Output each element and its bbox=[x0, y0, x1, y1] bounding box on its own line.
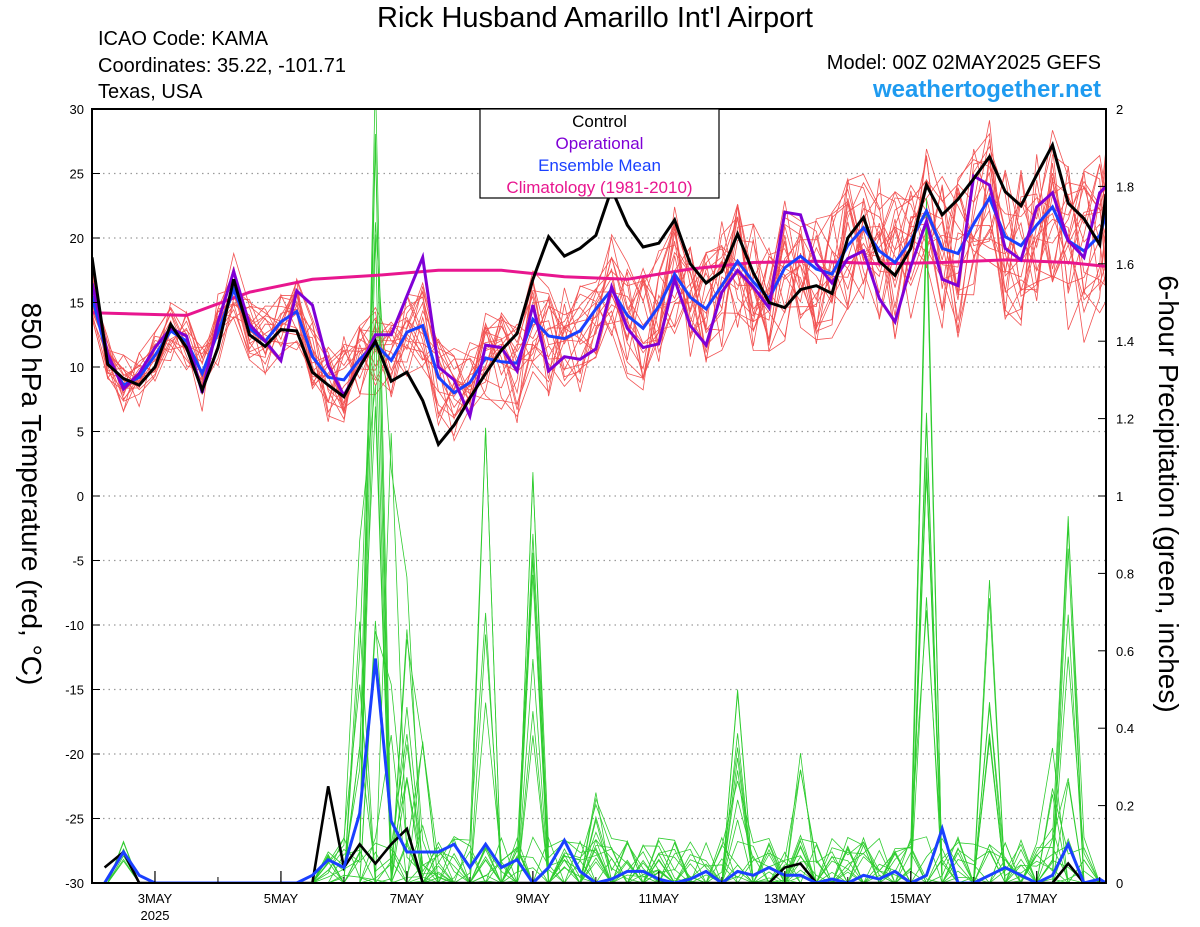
legend-entry: Climatology (1981-2010) bbox=[506, 178, 692, 197]
precip-member-line bbox=[92, 109, 1100, 883]
precip-member-line bbox=[92, 475, 1100, 883]
site-name: weathertogether.net bbox=[872, 76, 1101, 103]
y-tick-label-left: 10 bbox=[70, 360, 84, 375]
precip-member-line bbox=[92, 412, 1100, 883]
x-tick-label: 11MAY bbox=[638, 891, 679, 906]
region: Texas, USA bbox=[98, 81, 203, 103]
x-tick-label: 5MAY bbox=[264, 891, 299, 906]
precip-member-line bbox=[92, 516, 1100, 883]
y-tick-label-left: -30 bbox=[65, 876, 84, 891]
x-tick-label: 9MAY bbox=[516, 891, 551, 906]
temperature-operational-line bbox=[92, 173, 1106, 421]
precip-member-line bbox=[92, 142, 1100, 883]
temperature-member-line bbox=[92, 171, 1106, 412]
y-tick-label-right: 0.8 bbox=[1116, 566, 1134, 581]
temperature-control-line bbox=[92, 141, 1106, 448]
temperature-member-line bbox=[92, 171, 1106, 406]
x-tick-label: 15MAY bbox=[890, 891, 932, 906]
coordinates: Coordinates: 35.22, -101.71 bbox=[98, 55, 346, 77]
precip-member-line bbox=[92, 684, 1101, 883]
y-tick-label-left: -15 bbox=[65, 683, 84, 698]
precip-member-line bbox=[92, 234, 1101, 883]
temperature-member-line bbox=[92, 154, 1106, 415]
legend-entry: Operational bbox=[556, 134, 644, 153]
precip-member-line bbox=[92, 427, 1100, 883]
y-tick-label-right: 0 bbox=[1116, 876, 1123, 891]
model-run: Model: 00Z 02MAY2025 GEFS bbox=[826, 52, 1101, 74]
precip-member-line bbox=[92, 469, 1100, 883]
y-tick-label-right: 1 bbox=[1116, 489, 1123, 504]
chart-title: Rick Husband Amarillo Int'l Airport bbox=[377, 2, 813, 34]
y-tick-label-right: 1.8 bbox=[1116, 179, 1134, 194]
y-tick-label-left: 0 bbox=[77, 489, 84, 504]
legend-box bbox=[479, 108, 720, 199]
y-tick-label-left: 20 bbox=[70, 231, 84, 246]
y-tick-label-left: 30 bbox=[70, 102, 84, 117]
precip-member-line bbox=[92, 433, 1101, 883]
x-tick-year-label: 2025 bbox=[141, 908, 170, 923]
y-tick-label-right: 1.6 bbox=[1116, 257, 1134, 272]
y-tick-label-left: -10 bbox=[65, 618, 84, 633]
temperature-member-line bbox=[92, 144, 1106, 419]
x-tick-label: 13MAY bbox=[764, 891, 806, 906]
x-tick-label: 7MAY bbox=[390, 891, 425, 906]
temperature-member-line bbox=[92, 154, 1106, 413]
precip-member-line bbox=[92, 221, 1100, 883]
x-tick-label: 3MAY bbox=[138, 891, 173, 906]
precip-member-line bbox=[92, 384, 1101, 883]
y-tick-label-right: 1.4 bbox=[1116, 334, 1134, 349]
icao-code: ICAO Code: KAMA bbox=[98, 28, 269, 50]
y-tick-label-left: 25 bbox=[70, 167, 84, 182]
y-tick-label-right: 2 bbox=[1116, 102, 1123, 117]
legend-entry: Control bbox=[572, 112, 627, 131]
y-tick-label-left: 5 bbox=[77, 425, 84, 440]
y-tick-label-left: -25 bbox=[65, 812, 84, 827]
precip-member-line bbox=[92, 406, 1100, 883]
temperature-member-line bbox=[92, 139, 1106, 421]
y-tick-label-right: 0.4 bbox=[1116, 721, 1134, 736]
y-tick-label-left: -5 bbox=[72, 554, 84, 569]
y-tick-label-left: 15 bbox=[70, 296, 84, 311]
temperature-member-line bbox=[92, 169, 1106, 402]
y-tick-label-right: 1.2 bbox=[1116, 412, 1134, 427]
precip-member-line bbox=[92, 610, 1100, 883]
y-tick-label-right: 0.6 bbox=[1116, 644, 1134, 659]
y-tick-label-right: 0.2 bbox=[1116, 799, 1134, 814]
y-tick-label-left: -20 bbox=[65, 747, 84, 762]
x-tick-label: 17MAY bbox=[1016, 891, 1058, 906]
precip-mean-line bbox=[103, 658, 1106, 883]
legend-entry: Ensemble Mean bbox=[538, 156, 661, 175]
climatology-line bbox=[92, 258, 1106, 317]
